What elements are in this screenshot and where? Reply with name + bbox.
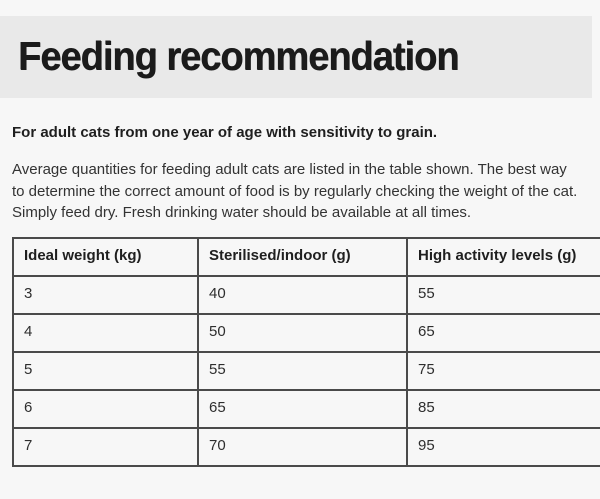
cell-high-activity: 75 (406, 350, 600, 391)
header-row: Ideal weight (kg) Sterilised/indoor (g) … (12, 236, 600, 277)
cell-weight: 5 (12, 350, 199, 391)
page-title: Feeding recommendation (18, 34, 459, 79)
cell-weight: 3 (12, 274, 199, 315)
cell-weight: 4 (12, 312, 199, 353)
feeding-table-body: 3 40 55 4 50 65 5 55 75 6 65 85 7 70 (12, 274, 600, 467)
cell-high-activity: 85 (406, 388, 600, 429)
feeding-table-head: Ideal weight (kg) Sterilised/indoor (g) … (12, 236, 600, 277)
heading-banner: Feeding recommendation (0, 16, 592, 98)
cell-sterilised: 70 (197, 426, 408, 467)
cell-sterilised: 55 (197, 350, 408, 391)
table-row: 5 55 75 (12, 350, 600, 391)
cell-weight: 7 (12, 426, 199, 467)
table-row: 6 65 85 (12, 388, 600, 429)
intro-paragraph: Average quantities for feeding adult cat… (12, 161, 578, 221)
column-header-ideal-weight: Ideal weight (kg) (12, 236, 199, 277)
intro-bold-line: For adult cats from one year of age with… (12, 124, 438, 141)
table-row: 4 50 65 (12, 312, 600, 353)
cell-high-activity: 95 (406, 426, 600, 467)
column-header-high-activity: High activity levels (g) (406, 236, 600, 277)
content-area: For adult cats from one year of age with… (0, 122, 600, 467)
table-row: 3 40 55 (12, 274, 600, 315)
cell-sterilised: 50 (197, 312, 408, 353)
cell-sterilised: 40 (197, 274, 408, 315)
cell-weight: 6 (12, 388, 199, 429)
table-row: 7 70 95 (12, 426, 600, 467)
cell-sterilised: 65 (197, 388, 408, 429)
feeding-table: Ideal weight (kg) Sterilised/indoor (g) … (12, 236, 600, 467)
cell-high-activity: 55 (406, 274, 600, 315)
column-header-sterilised-indoor: Sterilised/indoor (g) (197, 236, 408, 277)
cell-high-activity: 65 (406, 312, 600, 353)
